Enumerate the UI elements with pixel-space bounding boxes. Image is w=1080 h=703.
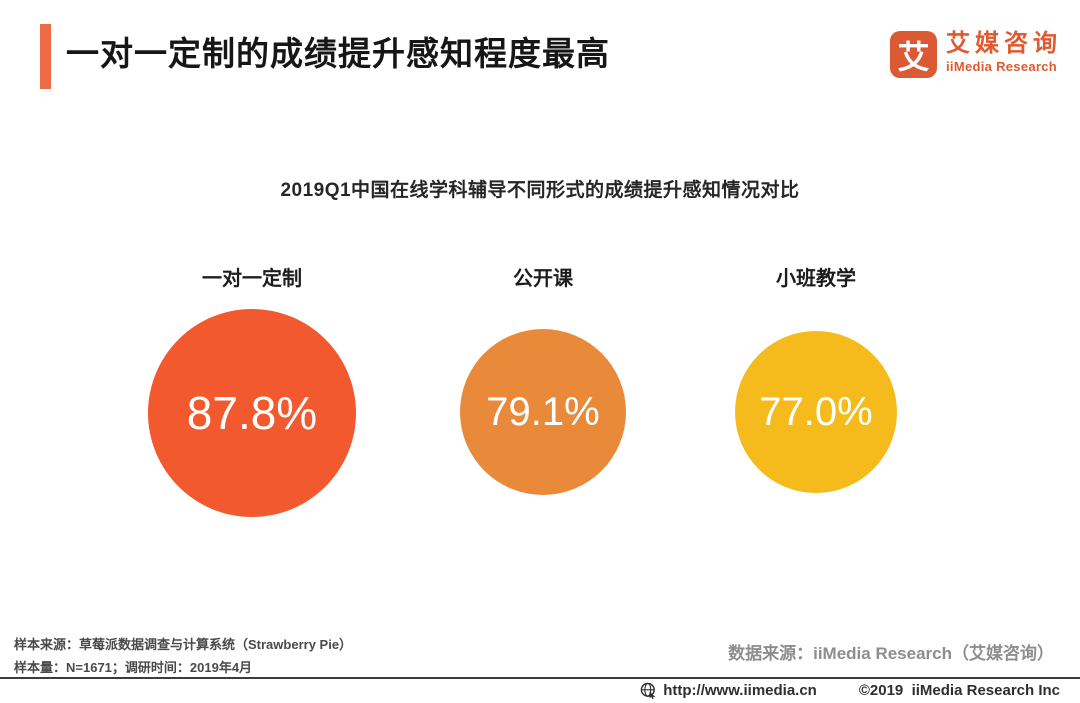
footer-divider bbox=[0, 677, 1080, 679]
page-title: 一对一定制的成绩提升感知程度最高 bbox=[66, 35, 610, 72]
iimedia-logo: 艾 艾媒咨询 iiMedia Research bbox=[890, 31, 1062, 78]
sample-footnotes: 样本来源：草莓派数据调查与计算系统（Strawberry Pie） 样本量：N=… bbox=[14, 633, 352, 679]
category-label: 公开课 bbox=[513, 268, 573, 290]
bubble-one-on-one: 87.8% bbox=[148, 309, 356, 517]
data-source-note: 数据来源：iiMedia Research（艾媒咨询） bbox=[728, 644, 1054, 663]
bubble-small-class: 77.0% bbox=[735, 331, 897, 493]
bubble-group-small-class: 小班教学 77.0% bbox=[734, 262, 898, 493]
chart-title: 2019Q1中国在线学科辅导不同形式的成绩提升感知情况对比 bbox=[280, 180, 800, 201]
footer-copyright: ©2019 iiMedia Research Inc bbox=[858, 682, 1060, 699]
iimedia-logo-text: 艾媒咨询 iiMedia Research bbox=[946, 30, 1062, 75]
bubble-group-one-on-one: 一对一定制 87.8% bbox=[148, 262, 356, 517]
footer-url[interactable]: http://www.iimedia.cn bbox=[663, 682, 817, 699]
brand-name-en: iiMedia Research bbox=[946, 59, 1058, 74]
globe-cursor-icon bbox=[640, 682, 656, 699]
bubble-value: 79.1% bbox=[486, 389, 600, 434]
brand-name-cn: 艾媒咨询 bbox=[946, 30, 1062, 57]
bubble-value: 77.0% bbox=[759, 389, 873, 434]
sample-source-note: 样本来源：草莓派数据调查与计算系统（Strawberry Pie） bbox=[14, 637, 353, 652]
sample-size-note: 样本量：N=1671；调研时间：2019年4月 bbox=[14, 660, 253, 675]
title-accent-bar bbox=[40, 24, 51, 89]
bubble-group-open-class: 公开课 79.1% bbox=[460, 262, 626, 495]
iimedia-logo-icon: 艾 bbox=[890, 31, 937, 78]
category-label: 一对一定制 bbox=[202, 268, 302, 290]
bubble-open-class: 79.1% bbox=[460, 329, 626, 495]
category-label: 小班教学 bbox=[776, 268, 856, 290]
bubble-value: 87.8% bbox=[186, 387, 318, 439]
footer-bar: http://www.iimedia.cn ©2019 iiMedia Rese… bbox=[640, 682, 1060, 699]
